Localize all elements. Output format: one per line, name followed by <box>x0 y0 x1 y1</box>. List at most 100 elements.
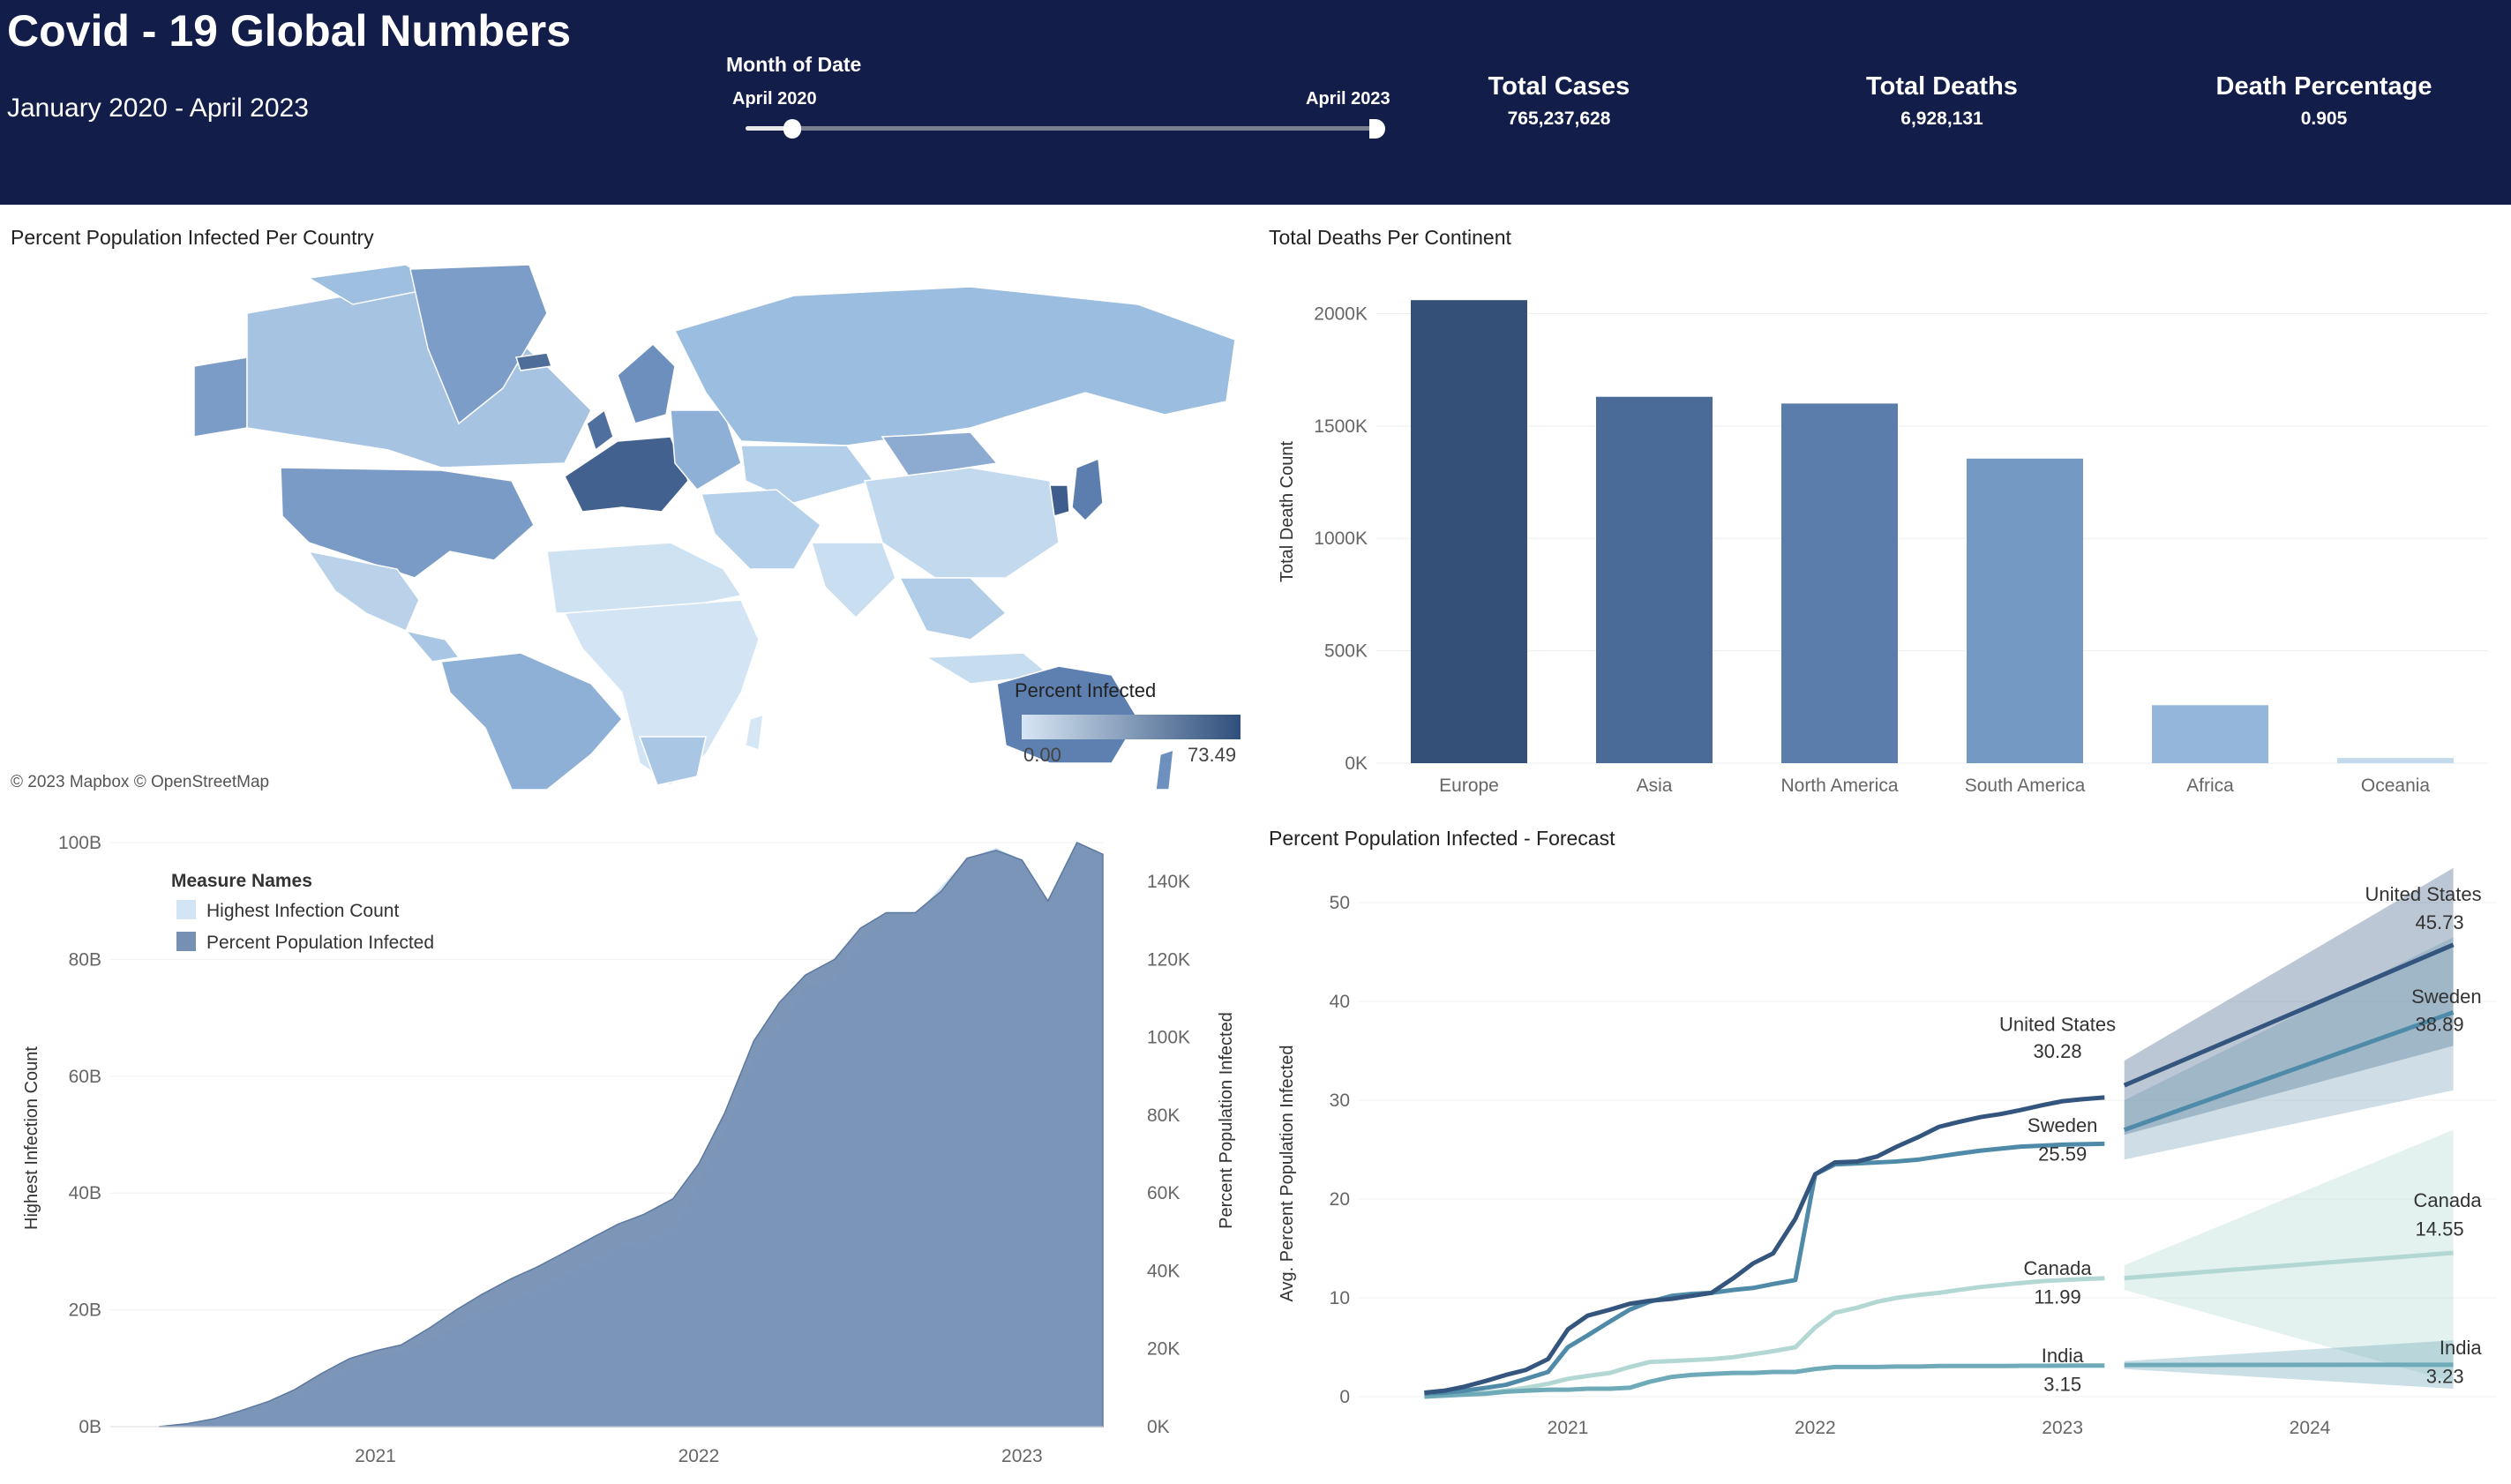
map-region-alaska <box>193 356 248 438</box>
map-region-southern-africa <box>638 736 707 786</box>
forecast-y-tick-label: 20 <box>1330 1189 1350 1210</box>
map-region-usa <box>280 467 535 579</box>
forecast-label-value-united-states: 30.28 <box>2034 1040 2082 1062</box>
forecast-end-label-value-sweden: 38.89 <box>2416 1014 2464 1036</box>
forecast-band-sweden <box>2124 937 2454 1160</box>
map-region-scandinavia <box>617 342 676 424</box>
area-x-tick-label: 2022 <box>678 1446 720 1466</box>
bar-x-tick-label: Oceania <box>2361 776 2431 796</box>
date-slider-start-label: April 2020 <box>732 89 817 109</box>
map-region-greenland <box>409 264 548 425</box>
forecast-end-label-value-united-states: 45.73 <box>2416 911 2464 933</box>
forecast-label-name-india: India <box>2042 1345 2084 1367</box>
date-slider-track[interactable] <box>746 126 1381 131</box>
area-right-y-tick-label: 0K <box>1147 1417 1170 1437</box>
area-left-y-tick-label: 0B <box>79 1417 101 1437</box>
dashboard-header: Covid - 19 Global Numbers January 2020 -… <box>0 0 2511 205</box>
bar-y-tick-label: 2000K <box>1314 304 1368 324</box>
forecast-projection-sweden <box>2123 1010 2455 1132</box>
forecast-x-tick-label: 2024 <box>2290 1418 2331 1438</box>
forecast-band-canada <box>2124 1129 2454 1383</box>
forecast-y-tick-label: 50 <box>1330 893 1350 913</box>
kpi-death-percentage: Death Percentage 0.905 <box>2183 72 2465 130</box>
forecast-band-united-states <box>2124 867 2454 1135</box>
forecast-chart-title: Percent Population Infected - Forecast <box>1269 827 1615 850</box>
area-right-y-tick-label: 20K <box>1147 1339 1180 1360</box>
forecast-label-value-canada: 11.99 <box>2034 1286 2080 1308</box>
bar-y-tick-label: 1500K <box>1314 416 1368 437</box>
bar-africa <box>2152 705 2268 763</box>
forecast-line-canada <box>1424 1276 2105 1398</box>
forecast-line-chart: Avg. Percent Population Infected 0 10 20 30… <box>1278 867 2497 1438</box>
date-slider-start-handle[interactable] <box>783 119 801 139</box>
bar-x-tick-label: Africa <box>2186 776 2234 796</box>
area-chart-left-y-axis-label: Highest Infection Count <box>22 1046 41 1230</box>
forecast-label-name-canada: Canada <box>2024 1257 2093 1279</box>
forecast-end-label-name-sweden: Sweden <box>2411 986 2482 1008</box>
forecast-x-tick-label: 2022 <box>1795 1418 1836 1438</box>
forecast-end-label-name-canada: Canada <box>2414 1189 2483 1211</box>
map-title: Percent Population Infected Per Country <box>11 226 374 249</box>
map-region-japan <box>1071 457 1104 522</box>
map-region-uk <box>586 408 614 452</box>
forecast-label-value-sweden: 25.59 <box>2038 1143 2087 1165</box>
map-region-madagascar <box>745 713 764 752</box>
bar-south-america <box>1967 458 2083 763</box>
area-right-y-tick-label: 120K <box>1147 949 1190 970</box>
bar-x-tick-label: Asia <box>1637 776 1673 796</box>
forecast-y-tick-label: 30 <box>1330 1091 1350 1111</box>
forecast-end-label-name-united-states: United States <box>2365 883 2482 905</box>
bar-asia <box>1596 396 1713 763</box>
forecast-label-value-india: 3.15 <box>2043 1373 2081 1395</box>
area-right-y-tick-label: 40K <box>1147 1261 1180 1281</box>
map-region-middle-east <box>700 489 821 570</box>
kpi-label: Death Percentage <box>2215 72 2432 101</box>
map-region-china <box>864 467 1060 579</box>
area-chart-legend: Measure Names Highest Infection Count Pe… <box>171 871 434 953</box>
area-left-y-tick-label: 20B <box>69 1300 101 1321</box>
forecast-label-name-united-states: United States <box>1999 1014 2116 1036</box>
map-region-kazakhstan <box>740 445 875 504</box>
kpi-label: Total Cases <box>1488 72 1630 101</box>
forecast-end-label-name-india: India <box>2440 1337 2482 1359</box>
map-region-south-america <box>440 652 623 791</box>
area-x-tick-label: 2023 <box>1001 1446 1043 1466</box>
bar-x-tick-label: Europe <box>1439 776 1499 796</box>
legend-swatch-highest-infection-count <box>176 900 196 919</box>
map-legend-gradient <box>1022 715 1241 739</box>
area-x-tick-label: 2021 <box>355 1446 396 1466</box>
forecast-x-tick-label: 2021 <box>1548 1418 1589 1438</box>
bar-y-tick-label: 0K <box>1345 753 1368 774</box>
map-region-russia <box>673 286 1236 446</box>
kpi-value: 765,237,628 <box>1507 109 1611 129</box>
bar-chart-y-axis-label: Total Death Count <box>1278 441 1297 583</box>
kpi-value: 0.905 <box>2300 109 2348 129</box>
area-left-y-tick-label: 40B <box>69 1183 101 1203</box>
forecast-line-united-states <box>1424 1095 2105 1396</box>
kpi-label: Total Deaths <box>1866 72 2018 101</box>
map-region-eastern-europe <box>670 409 742 491</box>
forecast-y-tick-label: 0 <box>1339 1387 1350 1407</box>
legend-entry-percent-population-infected: Percent Population Infected <box>206 933 434 953</box>
bar-oceania <box>2337 758 2454 763</box>
area-left-y-tick-label: 100B <box>58 833 101 853</box>
bar-chart-title: Total Deaths Per Continent <box>1269 226 1511 249</box>
map-legend-min: 0.00 <box>1023 744 1061 766</box>
dashboard-subtitle: January 2020 - April 2023 <box>7 94 309 123</box>
forecast-label-name-sweden: Sweden <box>2028 1114 2098 1136</box>
legend-swatch-percent-population-infected <box>176 932 196 951</box>
forecast-y-tick-label: 40 <box>1330 992 1350 1012</box>
bar-north-america <box>1781 403 1898 763</box>
forecast-x-tick-label: 2023 <box>2042 1418 2083 1438</box>
map-credit: © 2023 Mapbox © OpenStreetMap <box>11 773 270 791</box>
bar-europe <box>1411 300 1527 763</box>
area-right-y-tick-label: 80K <box>1147 1106 1180 1126</box>
area-left-y-tick-label: 60B <box>69 1067 101 1087</box>
date-slider-end-handle[interactable] <box>1369 119 1385 139</box>
world-choropleth-map[interactable] <box>176 260 1323 791</box>
area-right-y-tick-label: 100K <box>1147 1028 1190 1048</box>
map-region-korea <box>1049 484 1070 517</box>
bar-x-tick-label: South America <box>1965 776 2086 796</box>
area-right-y-tick-label: 60K <box>1147 1183 1180 1203</box>
dashboard-title: Covid - 19 Global Numbers <box>7 6 572 56</box>
